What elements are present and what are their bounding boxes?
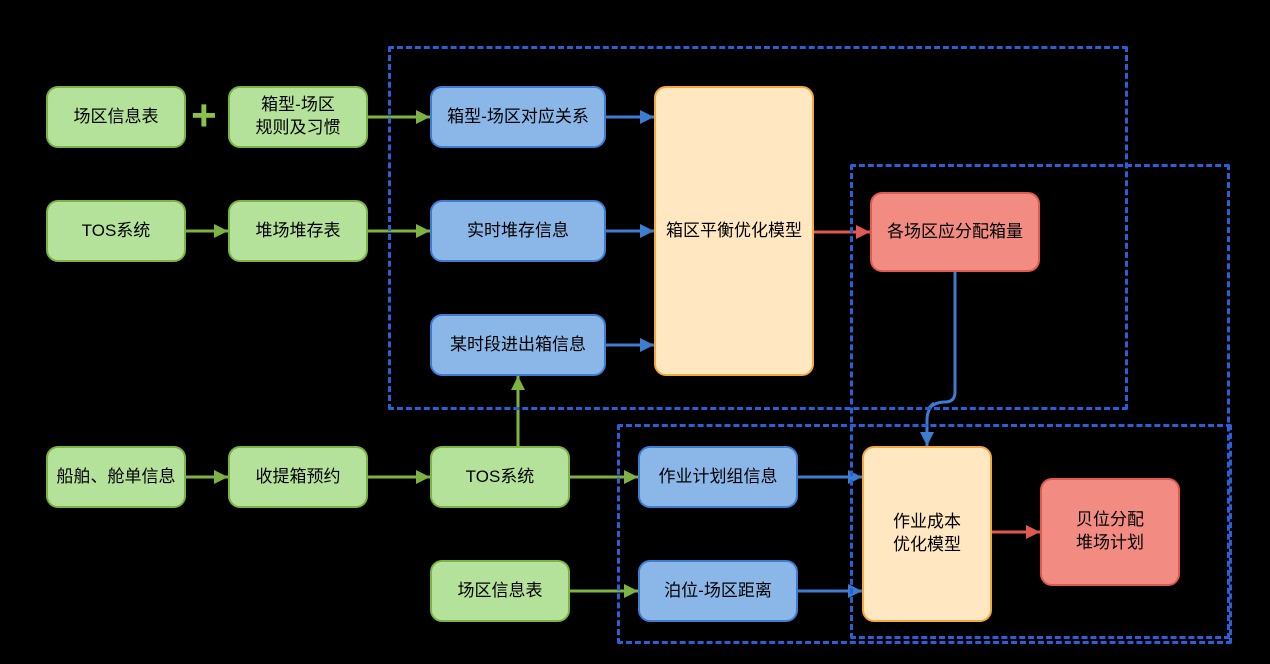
node-b4: 作业计划组信息	[638, 446, 798, 508]
node-b2: 实时堆存信息	[430, 200, 606, 262]
node-o2: 作业成本 优化模型	[862, 446, 992, 622]
node-o1: 箱区平衡优化模型	[654, 86, 814, 376]
node-g5: 船舶、舱单信息	[46, 446, 186, 508]
diagram-canvas: 场区信息表箱型-场区 规则及习惯TOS系统堆场堆存表箱型-场区对应关系实时堆存信…	[0, 0, 1270, 664]
node-g7: TOS系统	[430, 446, 570, 508]
node-r1: 各场区应分配箱量	[870, 192, 1040, 272]
node-g8: 场区信息表	[430, 560, 570, 622]
node-g3: TOS系统	[46, 200, 186, 262]
node-g4: 堆场堆存表	[228, 200, 368, 262]
node-b5: 泊位-场区距离	[638, 560, 798, 622]
node-g1: 场区信息表	[46, 86, 186, 148]
node-b3: 某时段进出箱信息	[430, 314, 606, 376]
node-g2: 箱型-场区 规则及习惯	[228, 86, 368, 148]
node-r2: 贝位分配 堆场计划	[1040, 478, 1180, 586]
node-g6: 收提箱预约	[228, 446, 368, 508]
node-b1: 箱型-场区对应关系	[430, 86, 606, 148]
plus-icon: +	[191, 94, 217, 138]
